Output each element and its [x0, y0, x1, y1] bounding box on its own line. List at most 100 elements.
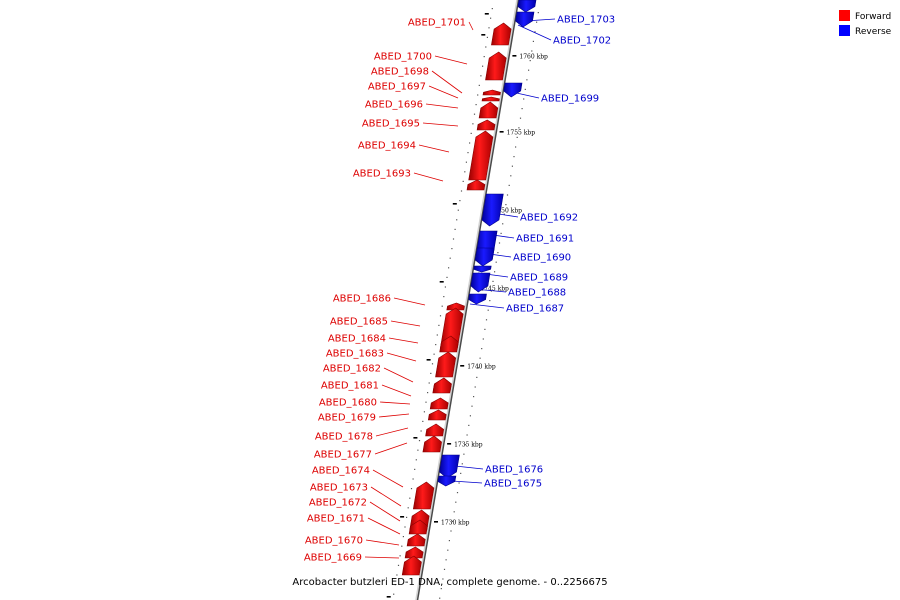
gene-arrow-abed-1671[interactable]: [406, 533, 426, 547]
gene-arrow-abed-1677[interactable]: [422, 435, 442, 453]
gene-arrow-abed-1696[interactable]: [478, 101, 499, 119]
gene-label[interactable]: ABED_1669: [304, 553, 362, 564]
gene-leader-line: [454, 465, 484, 470]
minor-tick: [435, 344, 437, 346]
minor-tick: [431, 363, 434, 365]
minor-tick: [425, 401, 427, 403]
minor-tick: [503, 213, 505, 215]
gene-label[interactable]: ABED_1683: [326, 349, 384, 360]
minor-tick: [393, 593, 395, 595]
gene-arrow-abed-1676[interactable]: [439, 454, 460, 479]
gene-arrow-abed-1689[interactable]: [473, 265, 492, 273]
minor-tick: [479, 357, 481, 359]
gene-arrow-abed-1697[interactable]: [481, 96, 500, 102]
gene-label[interactable]: ABED_1678: [315, 432, 373, 443]
gene-label[interactable]: ABED_1693: [353, 169, 411, 180]
gene-label[interactable]: ABED_1699: [541, 94, 599, 105]
minor-tick: [513, 156, 515, 158]
gene-label[interactable]: ABED_1690: [513, 253, 571, 264]
gene-label[interactable]: ABED_1702: [553, 36, 611, 47]
minor-tick: [464, 171, 466, 173]
minor-tick: [465, 161, 467, 163]
gene-label[interactable]: ABED_1676: [485, 465, 543, 476]
minor-tick: [471, 405, 473, 407]
major-tick: [413, 437, 418, 439]
minor-tick: [447, 549, 449, 551]
minor-tick: [455, 501, 457, 503]
gene-arrow-abed-1690[interactable]: [474, 247, 495, 267]
gene-arrow-abed-1695[interactable]: [476, 119, 496, 131]
minor-tick: [406, 516, 408, 518]
minor-tick: [453, 511, 455, 513]
minor-tick: [449, 257, 451, 259]
gene-label[interactable]: ABED_1684: [328, 334, 386, 345]
gene-arrow-abed-1700[interactable]: [485, 51, 507, 81]
gene-label[interactable]: ABED_1671: [307, 514, 365, 525]
minor-tick: [441, 305, 443, 307]
gene-arrow-abed-1683[interactable]: [435, 351, 457, 378]
minor-tick: [404, 526, 406, 528]
gene-label[interactable]: ABED_1681: [321, 381, 379, 392]
gene-arrow-abed-1669[interactable]: [401, 555, 422, 576]
gene-label[interactable]: ABED_1685: [330, 317, 388, 328]
gene-label[interactable]: ABED_1697: [368, 82, 426, 93]
minor-tick: [460, 472, 462, 474]
major-tick: [439, 281, 444, 283]
minor-tick: [529, 60, 531, 62]
gene-label[interactable]: ABED_1689: [510, 273, 568, 284]
minor-tick: [528, 69, 530, 71]
gene-leader-line: [418, 144, 450, 153]
gene-label[interactable]: ABED_1696: [365, 100, 423, 111]
gene-label[interactable]: ABED_1701: [408, 18, 466, 29]
gene-label[interactable]: ABED_1700: [374, 52, 432, 63]
gene-arrow-abed-1678[interactable]: [425, 423, 445, 437]
scale-tick: [499, 131, 504, 133]
gene-label[interactable]: ABED_1679: [318, 413, 376, 424]
minor-tick: [498, 242, 501, 244]
gene-arrow-abed-1699[interactable]: [503, 82, 523, 98]
gene-arrow-abed-1675[interactable]: [437, 475, 457, 487]
minor-tick: [531, 50, 533, 52]
minor-tick: [480, 75, 482, 77]
gene-leader-line: [365, 539, 400, 546]
gene-label[interactable]: ABED_1698: [371, 67, 429, 78]
gene-label[interactable]: ABED_1675: [484, 479, 542, 490]
minor-tick: [417, 449, 419, 451]
gene-arrow-abed-1693[interactable]: [466, 179, 486, 191]
gene-arrow-abed-1702[interactable]: [515, 11, 535, 28]
gene-label[interactable]: ABED_1677: [314, 450, 372, 461]
minor-tick: [492, 280, 494, 282]
gene-label[interactable]: ABED_1695: [362, 119, 420, 130]
gene-label[interactable]: ABED_1692: [520, 213, 578, 224]
minor-tick: [490, 17, 492, 19]
minor-tick: [477, 94, 479, 96]
gene-arrow-abed-1674[interactable]: [412, 481, 435, 510]
gene-arrow-abed-1688[interactable]: [470, 272, 491, 293]
gene-label[interactable]: ABED_1680: [319, 398, 377, 409]
gene-label[interactable]: ABED_1694: [358, 141, 416, 152]
gene-arrow-abed-1701[interactable]: [491, 22, 512, 46]
gene-label[interactable]: ABED_1674: [312, 466, 370, 477]
gene-label[interactable]: ABED_1682: [323, 364, 381, 375]
minor-tick: [488, 27, 490, 29]
minor-tick: [482, 338, 484, 340]
gene-arrow-abed-1681[interactable]: [432, 377, 452, 394]
gene-arrow-abed-1692[interactable]: [481, 193, 504, 227]
gene-label[interactable]: ABED_1688: [508, 288, 566, 299]
gene-label[interactable]: ABED_1691: [516, 234, 574, 245]
gene-arrow-abed-1703[interactable]: [517, 0, 537, 13]
gene-label[interactable]: ABED_1670: [305, 536, 363, 547]
gene-label[interactable]: ABED_1687: [506, 304, 564, 315]
gene-leader-line: [364, 556, 400, 559]
gene-arrow-abed-1680[interactable]: [429, 397, 449, 410]
gene-arrow-abed-1698[interactable]: [482, 89, 501, 96]
labels-layer: ABED_1703 ABED_1702 ABED_1701 ABED_1700 ABED…: [304, 15, 615, 564]
gene-label[interactable]: ABED_1673: [310, 483, 368, 494]
minor-tick: [439, 315, 442, 317]
gene-arrow-abed-1687[interactable]: [468, 293, 487, 305]
minor-tick: [474, 386, 476, 388]
gene-arrow-abed-1679[interactable]: [427, 409, 447, 421]
gene-label[interactable]: ABED_1672: [309, 498, 367, 509]
gene-label[interactable]: ABED_1686: [333, 294, 391, 305]
gene-label[interactable]: ABED_1703: [557, 15, 615, 26]
